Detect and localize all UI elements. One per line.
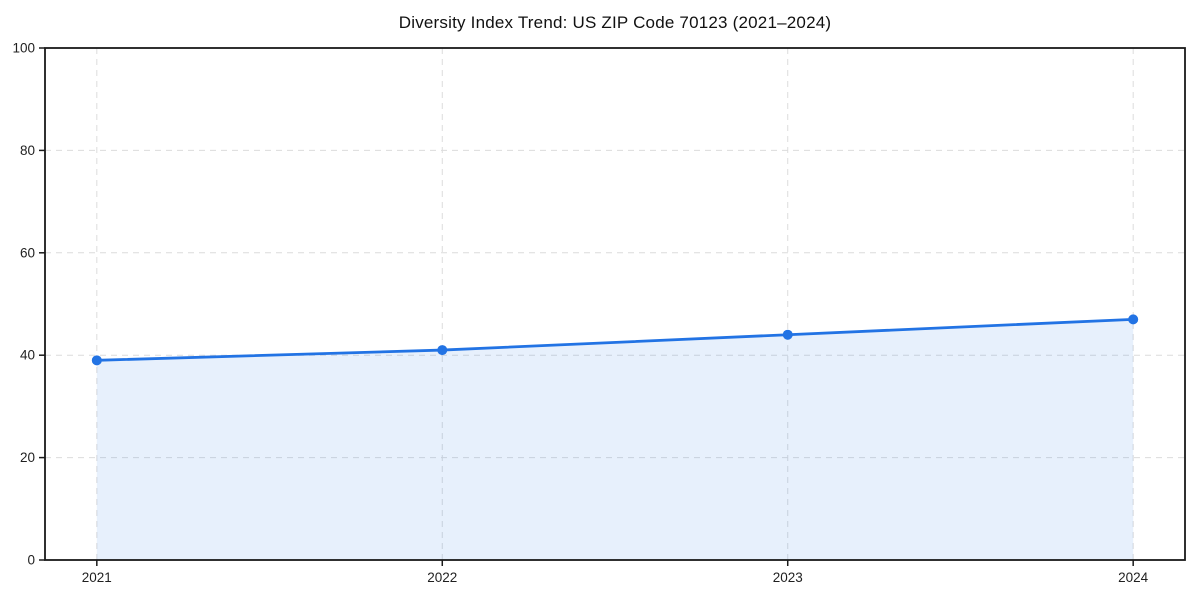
data-point-marker (1128, 314, 1139, 325)
trend-line (95, 317, 1135, 362)
y-tick-label: 60 (20, 245, 35, 260)
data-point-marker (437, 345, 448, 356)
y-tick-label: 80 (20, 143, 35, 158)
x-tick-label: 2023 (773, 570, 803, 585)
area-fill (96, 319, 1134, 560)
y-tick-label: 100 (12, 41, 35, 56)
plot-box-spines (44, 47, 1186, 561)
data-point-marker (91, 355, 102, 366)
y-tick-label: 0 (27, 553, 35, 568)
data-point-marker (782, 329, 793, 340)
y-tick-label: 40 (20, 348, 35, 363)
x-tick-label: 2022 (427, 570, 457, 585)
x-tick-label: 2021 (82, 570, 112, 585)
y-tick-label: 20 (20, 450, 35, 465)
x-tick-label: 2024 (1118, 570, 1149, 585)
chart-title: Diversity Index Trend: US ZIP Code 70123… (398, 13, 832, 32)
